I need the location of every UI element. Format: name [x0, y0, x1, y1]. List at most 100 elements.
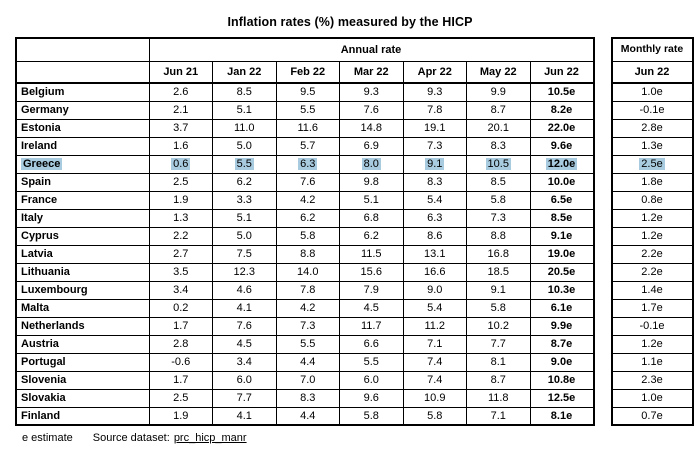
value-cell: 4.2: [275, 298, 340, 318]
value-cell: 5.8: [402, 406, 467, 426]
value-cell: 9.6e: [529, 136, 594, 156]
value-cell: 7.7: [212, 388, 277, 408]
highlight: 10.5: [485, 158, 511, 170]
monthly-value-cell: -0.1e: [611, 100, 693, 120]
value-cell: 8.7e: [529, 334, 594, 354]
country-cell: Spain: [15, 172, 150, 192]
table-row: Ireland 1.6 5.0 5.7 6.9 7.3 8.3 9.6e: [15, 136, 594, 156]
value-cell: 10.2: [466, 316, 531, 336]
monthly-value-cell: 1.4e: [611, 280, 693, 300]
value-cell: 8.3: [275, 388, 340, 408]
estimate-note: e estimate: [22, 432, 73, 444]
value-cell: 1.7: [148, 316, 213, 336]
value-cell: 11.5: [339, 244, 404, 264]
value-cell: 12.0e: [529, 154, 594, 174]
monthly-row: 1.8e: [611, 172, 693, 192]
country-cell: Slovenia: [15, 370, 150, 390]
highlight: 8.0: [361, 158, 381, 170]
monthly-row: 1.7e: [611, 298, 693, 318]
value-cell: 13.1: [402, 244, 467, 264]
value-cell: 1.9: [148, 190, 213, 210]
country-cell: Greece: [15, 154, 150, 174]
table-row: Austria 2.8 4.5 5.5 6.6 7.1 7.7 8.7e: [15, 334, 594, 354]
value-cell: 8.5: [466, 172, 531, 192]
source-dataset-link[interactable]: prc_hicp_manr: [173, 432, 247, 444]
monthly-value-cell: -0.1e: [611, 316, 693, 336]
annual-rate-header: Annual rate: [148, 37, 594, 62]
highlight: 6.3: [298, 158, 318, 170]
table-row: Greece 0.6 5.5 6.3 8.0 9.1 10.5 12.0e: [15, 154, 594, 174]
value-cell: 14.0: [275, 262, 340, 282]
column-header-mar22: Mar 22: [339, 60, 404, 84]
value-cell: 5.8: [466, 190, 531, 210]
table-row: Portugal -0.6 3.4 4.4 5.5 7.4 8.1 9.0e: [15, 352, 594, 372]
value-cell: 5.5: [275, 100, 340, 120]
column-header-jun21: Jun 21: [148, 60, 213, 84]
column-header-feb22: Feb 22: [275, 60, 340, 84]
value-cell: 7.6: [275, 172, 340, 192]
table-row: France 1.9 3.3 4.2 5.1 5.4 5.8 6.5e: [15, 190, 594, 210]
value-cell: 5.5: [212, 154, 277, 174]
table-row: Italy 1.3 5.1 6.2 6.8 6.3 7.3 8.5e: [15, 208, 594, 228]
value-cell: 2.7: [148, 244, 213, 264]
value-cell: 9.0: [402, 280, 467, 300]
table-row: Finland 1.9 4.1 4.4 5.8 5.8 7.1 8.1e: [15, 406, 594, 426]
annual-rate-table: Annual rate Jun 21 Jan 22 Feb 22 Mar 22 …: [15, 37, 595, 426]
value-cell: 6.5e: [529, 190, 594, 210]
highlight: 0.6: [171, 158, 191, 170]
monthly-row: 2.3e: [611, 370, 693, 390]
table-row: Cyprus 2.2 5.0 5.8 6.2 8.6 8.8 9.1e: [15, 226, 594, 246]
value-cell: 7.4: [402, 352, 467, 372]
value-cell: 10.9: [402, 388, 467, 408]
value-cell: 11.2: [402, 316, 467, 336]
value-cell: 20.5e: [529, 262, 594, 282]
value-cell: 9.3: [402, 82, 467, 102]
value-cell: 5.8: [339, 406, 404, 426]
value-cell: 6.2: [339, 226, 404, 246]
monthly-value-cell: 2.2e: [611, 262, 693, 282]
value-cell: 4.4: [275, 406, 340, 426]
value-cell: 2.6: [148, 82, 213, 102]
country-cell: Latvia: [15, 244, 150, 264]
value-cell: 19.1: [402, 118, 467, 138]
country-cell: Netherlands: [15, 316, 150, 336]
value-cell: 8.1: [466, 352, 531, 372]
monthly-row: 1.2e: [611, 226, 693, 246]
monthly-row: 1.2e: [611, 208, 693, 228]
value-cell: 7.8: [402, 100, 467, 120]
value-cell: 9.1: [466, 280, 531, 300]
monthly-row: 2.8e: [611, 118, 693, 138]
value-cell: 7.3: [402, 136, 467, 156]
value-cell: 8.1e: [529, 406, 594, 426]
value-cell: 11.6: [275, 118, 340, 138]
value-cell: 6.2: [275, 208, 340, 228]
value-cell: 2.8: [148, 334, 213, 354]
value-cell: 7.6: [212, 316, 277, 336]
value-cell: 6.1e: [529, 298, 594, 318]
value-cell: 3.5: [148, 262, 213, 282]
country-cell: Finland: [15, 406, 150, 426]
table-row: Germany 2.1 5.1 5.5 7.6 7.8 8.7 8.2e: [15, 100, 594, 120]
country-cell: Portugal: [15, 352, 150, 372]
country-cell: Luxembourg: [15, 280, 150, 300]
tables-container: Annual rate Jun 21 Jan 22 Feb 22 Mar 22 …: [15, 37, 700, 426]
table-row: Netherlands 1.7 7.6 7.3 11.7 11.2 10.2 9.9e: [15, 316, 594, 336]
value-cell: 7.6: [339, 100, 404, 120]
monthly-value-cell: 0.7e: [611, 406, 693, 426]
value-cell: 11.0: [212, 118, 277, 138]
monthly-row: 0.7e: [611, 406, 693, 426]
value-cell: 7.8: [275, 280, 340, 300]
monthly-row: 1.0e: [611, 82, 693, 102]
highlight: 9.1: [425, 158, 445, 170]
value-cell: 5.0: [212, 226, 277, 246]
table-row: Slovakia 2.5 7.7 8.3 9.6 10.9 11.8 12.5e: [15, 388, 594, 408]
monthly-column-header: Jun 22: [611, 60, 693, 84]
highlight: Greece: [21, 158, 63, 170]
monthly-row: 1.4e: [611, 280, 693, 300]
country-cell: Lithuania: [15, 262, 150, 282]
monthly-value-cell: 1.2e: [611, 334, 693, 354]
value-cell: 9.1e: [529, 226, 594, 246]
monthly-value-cell: 1.1e: [611, 352, 693, 372]
monthly-value-cell: 2.5e: [611, 154, 693, 174]
value-cell: 4.6: [212, 280, 277, 300]
